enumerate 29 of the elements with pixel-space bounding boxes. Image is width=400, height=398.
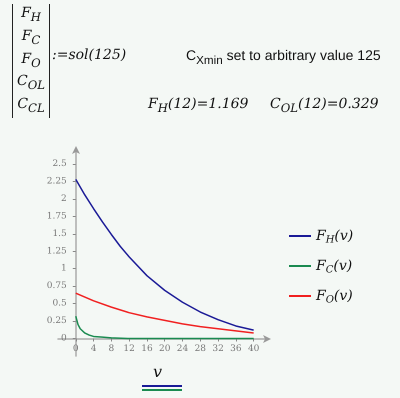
x-tick-label: 36 xyxy=(230,344,242,354)
x-tick-label: 8 xyxy=(108,344,114,354)
line-series xyxy=(75,178,254,331)
text: C$_{Xmin}$ set to arbitrary value 125 xyxy=(186,47,381,67)
y-tick-label: 2 xyxy=(61,194,67,204)
x-tick-label: 32 xyxy=(212,344,224,354)
y-tick-label: 1.5 xyxy=(52,228,68,239)
x-tick-label: 4 xyxy=(90,344,97,354)
text: :=sol(125) xyxy=(52,47,126,63)
y-tick-label: 1.75 xyxy=(46,211,68,222)
y-tick-label: 2.5 xyxy=(52,158,68,169)
line-series xyxy=(75,292,254,334)
x-tick-label: 12 xyxy=(123,344,135,354)
text: F$_{H}$(12)=1.169 xyxy=(148,96,248,115)
x-tick-label: 28 xyxy=(194,344,206,354)
y-tick-label: 0.5 xyxy=(52,298,68,309)
x-tick-label: 24 xyxy=(176,344,189,354)
x-tick-label: 20 xyxy=(158,344,171,354)
y-tick-label: 2.25 xyxy=(46,176,68,186)
text: C$_{OL}$(12)=0.329 xyxy=(270,96,379,115)
x-tick-label: 16 xyxy=(141,344,153,354)
x-axis-title: v xyxy=(153,362,162,381)
text: F$_{H}$ F$_{C}$ F$_{O}$ C$_{OL}$ C$_{CL}$ xyxy=(17,5,46,115)
y-tick-label: 0.75 xyxy=(46,281,68,292)
y-tick-label: 1 xyxy=(61,264,67,274)
line-series xyxy=(75,315,254,340)
x-tick-label: 40 xyxy=(248,344,260,354)
y-tick-label: 1.25 xyxy=(46,246,68,256)
y-tick-label: 0.25 xyxy=(46,316,68,326)
